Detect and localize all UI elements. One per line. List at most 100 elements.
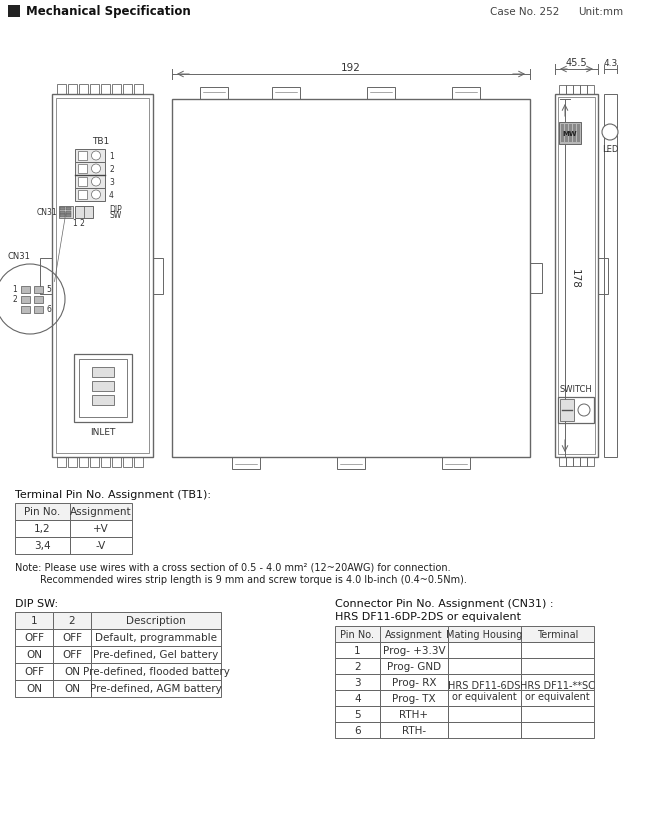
Bar (123, 457, 132, 467)
Text: 192: 192 (341, 63, 361, 73)
Bar (15, 629, 53, 646)
Bar (75, 176, 105, 189)
Bar (90, 85, 99, 95)
Bar (112, 457, 121, 467)
Bar (70, 504, 132, 520)
Text: 45.5: 45.5 (565, 58, 588, 68)
Bar (521, 658, 594, 674)
Bar (521, 706, 594, 722)
Text: or equivalent: or equivalent (525, 691, 590, 701)
Bar (448, 722, 521, 739)
Bar (573, 457, 580, 466)
Bar (521, 674, 594, 691)
Bar (53, 612, 91, 629)
Bar (78, 178, 87, 187)
Bar (521, 643, 594, 658)
Bar (91, 680, 221, 697)
Bar (75, 207, 93, 218)
Bar (92, 367, 114, 378)
Bar (559, 86, 566, 95)
Text: Prog- GND: Prog- GND (387, 662, 441, 672)
Text: Pre-defined, Gel battery: Pre-defined, Gel battery (93, 650, 218, 660)
Bar (380, 658, 448, 674)
Bar (21, 306, 30, 313)
Bar (442, 457, 470, 470)
Bar (559, 123, 581, 145)
Bar (598, 258, 608, 294)
Bar (448, 626, 521, 643)
Bar (587, 86, 594, 95)
Bar (8, 6, 20, 18)
Bar (91, 612, 221, 629)
Text: Prog- TX: Prog- TX (392, 693, 436, 703)
Bar (53, 629, 91, 646)
Text: Pre-defined, AGM battery: Pre-defined, AGM battery (90, 684, 222, 694)
Bar (74, 355, 132, 423)
Text: Terminal: Terminal (537, 629, 578, 639)
Bar (60, 208, 65, 211)
Text: 4.3: 4.3 (604, 59, 618, 68)
Bar (448, 643, 521, 658)
Bar (15, 520, 70, 538)
Bar (448, 674, 521, 691)
Bar (560, 399, 574, 422)
Bar (78, 191, 87, 200)
Text: Terminal Pin No. Assignment (TB1):: Terminal Pin No. Assignment (TB1): (15, 490, 211, 500)
Bar (15, 646, 53, 663)
Text: +V: +V (93, 523, 109, 534)
Text: 1: 1 (354, 645, 361, 655)
Text: -V: -V (96, 541, 106, 551)
Bar (75, 163, 105, 176)
Bar (15, 663, 53, 680)
Text: 4: 4 (109, 191, 114, 200)
Text: OFF: OFF (24, 667, 44, 676)
Text: 4: 4 (354, 693, 361, 703)
Text: DIP: DIP (109, 205, 122, 214)
Text: RTH+: RTH+ (399, 709, 429, 719)
Bar (566, 457, 573, 466)
Text: CN31: CN31 (36, 208, 57, 218)
Bar (380, 691, 448, 706)
Text: 6: 6 (354, 725, 361, 735)
Bar (335, 706, 380, 722)
Bar (335, 674, 380, 691)
Bar (53, 663, 91, 680)
Bar (153, 258, 163, 294)
Bar (79, 457, 88, 467)
Text: Case No. 252: Case No. 252 (490, 7, 559, 17)
Bar (68, 457, 77, 467)
Text: Assignment: Assignment (70, 507, 132, 517)
Text: 1: 1 (13, 285, 17, 294)
Text: DIP SW:: DIP SW: (15, 598, 58, 609)
Text: 2: 2 (354, 662, 361, 672)
Bar (604, 95, 617, 457)
Text: TB1: TB1 (92, 137, 109, 146)
Bar (569, 125, 572, 143)
Bar (380, 722, 448, 739)
Text: Assignment: Assignment (385, 629, 443, 639)
Text: 1,2: 1,2 (34, 523, 51, 534)
Text: Pin No.: Pin No. (24, 507, 60, 517)
Bar (530, 264, 542, 294)
Bar (75, 189, 105, 202)
Text: 1 2: 1 2 (73, 219, 85, 228)
Bar (21, 296, 30, 304)
Bar (452, 88, 480, 100)
Bar (573, 86, 580, 95)
Text: Pin No.: Pin No. (340, 629, 375, 639)
Text: Default, programmable: Default, programmable (95, 633, 217, 643)
Bar (335, 643, 380, 658)
Text: 5: 5 (46, 285, 52, 294)
Bar (34, 286, 43, 293)
Bar (91, 629, 221, 646)
Bar (448, 691, 521, 706)
Bar (56, 99, 149, 453)
Bar (561, 125, 564, 143)
Bar (200, 88, 228, 100)
Bar (57, 457, 66, 467)
Text: ON: ON (64, 684, 80, 694)
Circle shape (92, 165, 100, 174)
Bar (59, 207, 73, 218)
Bar (335, 658, 380, 674)
Bar (57, 85, 66, 95)
